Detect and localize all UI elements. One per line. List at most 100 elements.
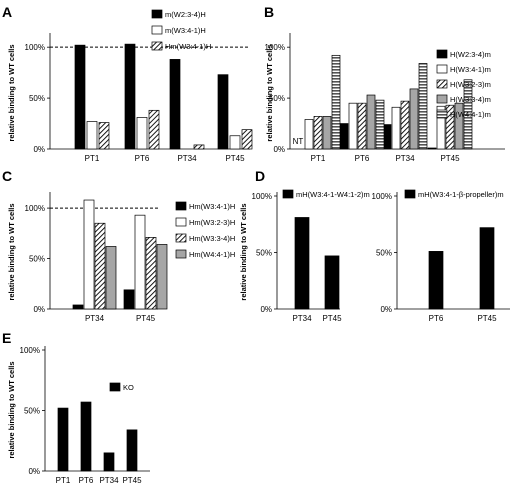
bar-pt6-series-5 (375, 99, 385, 150)
bar-pt45-series-1 (123, 289, 135, 310)
y-tick-label: 50% (29, 255, 45, 264)
legend-swatch (436, 94, 448, 104)
legend-label: Hm(W3:4-1)H (189, 202, 235, 211)
legend-swatch (436, 64, 448, 74)
bar-pt1-series-3 (98, 122, 110, 150)
y-axis-label: relative binding to WT cells (265, 44, 274, 141)
legend-swatch (175, 233, 187, 243)
bar-pt6-series-3 (148, 109, 160, 150)
bar-pt45-series-1 (479, 227, 495, 310)
x-category-label: PT1 (85, 154, 100, 163)
bar-pt45-series-2 (134, 214, 146, 310)
panel-a: A 0% 50% 100% relative binding to WT cells PT… (2, 4, 253, 163)
bar-pt34-series-1 (72, 304, 84, 310)
bar-pt45-series-1 (126, 429, 138, 472)
y-tick-label: 50% (376, 249, 392, 258)
y-tick-label: 100% (25, 43, 45, 52)
bar-pt1-series-4 (322, 116, 332, 150)
bar-pt45-series-4 (454, 102, 464, 150)
bar-pt34-series-3 (193, 144, 205, 150)
legend-label: Hm(W3:2-3)H (189, 218, 235, 227)
panel-letter: A (2, 4, 12, 20)
y-tick-label: 0% (260, 305, 272, 314)
legend-swatch (404, 189, 416, 199)
legend-label: H(W3:3-4)m (450, 95, 491, 104)
y-axis-label: relative binding to WT cells (7, 203, 16, 300)
y-axis-label: relative binding to WT cells (239, 203, 248, 300)
y-tick-label: 50% (24, 407, 40, 416)
legend-label: H(W4:4-1)m (450, 110, 491, 119)
x-category-label: PT45 (225, 154, 245, 163)
bar-pt45-series-1 (324, 255, 340, 310)
legend-swatch (109, 382, 121, 392)
panel-d: D 0% 50% 100% relative binding to WT cells PT… (239, 168, 370, 323)
legend-label: H(W3:4-1)m (450, 65, 491, 74)
bar-pt34-series-4 (409, 88, 419, 150)
legend-swatch (151, 9, 163, 19)
panel-c: C 0% 50% 100% relative binding to WT cells PT… (2, 168, 235, 323)
x-category-label: PT1 (311, 154, 326, 163)
x-category-label: PT6 (79, 476, 94, 485)
x-category-label: PT1 (56, 476, 71, 485)
bar-pt34-series-2 (83, 199, 95, 310)
bar-pt34-series-1 (294, 217, 310, 310)
bar-pt6-series-3 (357, 102, 367, 150)
legend-label: KO (123, 383, 134, 392)
bar-pt1-series-5 (331, 54, 341, 150)
legend-swatch (175, 249, 187, 259)
bar-pt45-series-2 (229, 135, 241, 150)
bar-pt1-series-2 (86, 121, 98, 150)
panel-e: E 0% 50% 100% relative binding to WT cells PT… (2, 330, 150, 485)
bar-pt34-series-1 (103, 452, 115, 472)
x-category-label: PT34 (292, 314, 312, 323)
panel-letter: C (2, 168, 12, 184)
bar-pt45-series-5 (463, 79, 473, 150)
legend-swatch (282, 189, 294, 199)
bar-pt6-series-1 (428, 251, 444, 310)
bar-pt45-series-1 (427, 147, 437, 150)
panel-b: B 0% 50% 100%relative binding to WT cells PT… (264, 4, 505, 163)
y-tick-label: 100% (25, 204, 45, 213)
x-category-label: PT34 (85, 314, 105, 323)
bar-pt45-series-3 (445, 104, 455, 150)
bar-pt34-series-3 (94, 222, 106, 310)
y-axis-label: relative binding to WT cells (7, 44, 16, 141)
legend-label: mH(W3:4-1-β-propeller)m (418, 190, 504, 199)
legend-swatch (175, 201, 187, 211)
y-tick-label: 0% (33, 145, 45, 154)
bar-pt34-series-4 (105, 246, 117, 310)
annotation-nt: NT (293, 137, 304, 146)
x-category-label: PT34 (177, 154, 197, 163)
x-category-label: PT45 (477, 314, 497, 323)
bar-pt45-series-1 (217, 74, 229, 150)
panel-letter: B (264, 4, 274, 20)
bar-pt6-series-2 (348, 102, 358, 150)
bar-pt1-series-2 (304, 119, 314, 150)
bar-pt45-series-2 (436, 105, 446, 150)
y-tick-label: 0% (273, 145, 285, 154)
legend-swatch (151, 25, 163, 35)
x-category-label: PT6 (355, 154, 370, 163)
legend-swatch (436, 79, 448, 89)
legend-label: m(W3:4-1)H (165, 26, 206, 35)
legend-label: H(W3:2-3)m (450, 80, 491, 89)
y-tick-label: 50% (256, 249, 272, 258)
bar-pt45-series-3 (241, 129, 253, 150)
y-tick-label: 0% (33, 305, 45, 314)
legend-label: m(W2:3-4)H (165, 10, 206, 19)
legend-swatch (175, 217, 187, 227)
bar-pt45-series-3 (145, 237, 157, 310)
legend-label: mH(W3:4-1-W4:1-2)m (296, 190, 370, 199)
legend-label: Hm(W4:4-1)H (189, 250, 235, 259)
x-category-label: PT6 (135, 154, 150, 163)
y-tick-label: 50% (269, 94, 285, 103)
x-category-label: PT45 (122, 476, 142, 485)
y-tick-label: 100% (252, 192, 272, 201)
x-category-label: PT34 (99, 476, 119, 485)
x-category-label: PT6 (429, 314, 444, 323)
bar-pt6-series-2 (136, 117, 148, 150)
bar-pt1-series-1 (57, 407, 69, 472)
y-axis-label: relative binding to WT cells (7, 361, 16, 458)
panel-d2: 0% 50% 100% PT6 PT45 mH(W3:4-1-β-propeller)m (372, 189, 510, 323)
